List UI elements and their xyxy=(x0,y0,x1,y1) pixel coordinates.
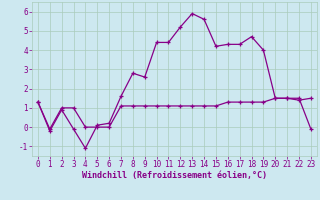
X-axis label: Windchill (Refroidissement éolien,°C): Windchill (Refroidissement éolien,°C) xyxy=(82,171,267,180)
